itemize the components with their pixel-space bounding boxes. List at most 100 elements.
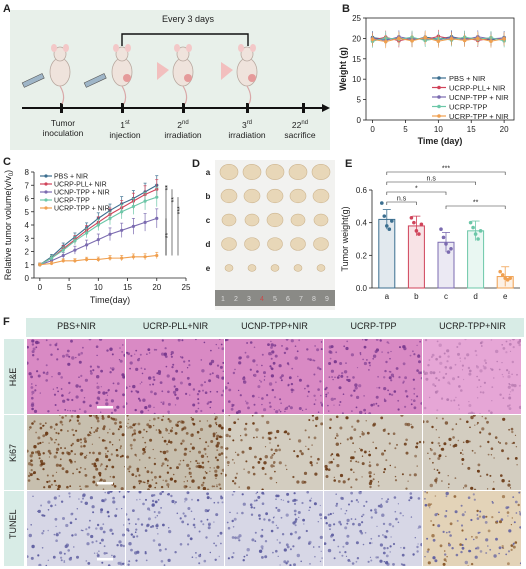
- cell-nucleus: [437, 513, 440, 516]
- cell-nucleus: [488, 409, 491, 412]
- cell-nucleus: [153, 511, 156, 513]
- cell-nucleus: [306, 395, 309, 398]
- cell-nucleus: [438, 355, 442, 359]
- cell-nucleus: [134, 531, 137, 533]
- cell-nucleus: [242, 559, 245, 562]
- cell-nucleus: [476, 365, 479, 369]
- step-line1: Tumor: [50, 118, 76, 128]
- cell-nucleus: [405, 438, 408, 442]
- cell-nucleus: [284, 464, 287, 467]
- cell-nucleus: [183, 360, 186, 363]
- cell-nucleus: [399, 512, 402, 515]
- cell-nucleus: [390, 373, 394, 377]
- cell-nucleus: [220, 472, 223, 475]
- cell-nucleus: [336, 432, 338, 435]
- tumor-specimen: [221, 213, 237, 227]
- cell-nucleus: [511, 442, 514, 445]
- cell-nucleus: [452, 377, 455, 381]
- x-tick-label: 25: [182, 283, 191, 292]
- cell-nucleus: [174, 393, 177, 396]
- cell-nucleus: [466, 353, 470, 357]
- cell-nucleus: [161, 462, 165, 466]
- data-point: [108, 232, 112, 236]
- data-point: [61, 259, 65, 263]
- cell-nucleus: [112, 496, 115, 500]
- data-point: [449, 247, 453, 251]
- cell-nucleus: [204, 471, 206, 473]
- photo-background: [215, 160, 335, 310]
- cell-nucleus: [345, 509, 348, 512]
- cell-nucleus: [55, 463, 59, 467]
- cell-nucleus: [36, 358, 39, 361]
- cell-nucleus: [320, 550, 322, 552]
- cell-nucleus: [351, 410, 353, 412]
- cell-nucleus: [455, 423, 458, 425]
- cell-nucleus: [202, 481, 205, 484]
- cell-nucleus: [249, 368, 252, 371]
- data-point: [489, 39, 493, 44]
- cell-nucleus: [120, 445, 122, 447]
- cell-nucleus: [339, 362, 343, 365]
- cell-nucleus: [200, 483, 204, 487]
- cell-nucleus: [209, 551, 211, 554]
- cell-nucleus: [68, 381, 71, 385]
- cell-nucleus: [152, 383, 155, 386]
- cell-nucleus: [378, 386, 381, 389]
- cell-nucleus: [31, 422, 34, 425]
- cell-nucleus: [110, 453, 113, 456]
- cell-nucleus: [216, 434, 220, 438]
- cell-nucleus: [33, 409, 38, 413]
- cell-nucleus: [443, 558, 447, 562]
- cell-nucleus: [199, 420, 201, 422]
- cell-nucleus: [460, 524, 464, 527]
- cell-nucleus: [149, 419, 151, 422]
- cell-nucleus: [144, 529, 148, 532]
- cell-nucleus: [253, 374, 255, 376]
- cell-nucleus: [448, 437, 452, 441]
- y-tick-label: 10: [352, 75, 361, 84]
- cell-nucleus: [273, 408, 275, 411]
- cell-nucleus: [279, 376, 283, 379]
- cell-nucleus: [261, 528, 264, 531]
- cell-nucleus: [85, 528, 88, 531]
- cell-nucleus: [309, 563, 311, 565]
- cell-nucleus: [126, 402, 128, 405]
- tumor-specimen: [289, 188, 307, 204]
- cell-nucleus: [101, 415, 104, 418]
- cell-nucleus: [364, 412, 366, 414]
- cell-nucleus: [161, 436, 164, 438]
- cell-nucleus: [167, 558, 171, 562]
- cell-nucleus: [335, 351, 338, 354]
- cell-nucleus: [117, 561, 121, 565]
- cell-nucleus: [56, 488, 60, 490]
- cell-nucleus: [216, 485, 218, 488]
- cell-nucleus: [48, 442, 50, 444]
- cell-nucleus: [213, 501, 216, 504]
- cell-nucleus: [363, 345, 367, 349]
- cell-nucleus: [228, 435, 231, 438]
- cell-nucleus: [447, 486, 450, 489]
- cell-nucleus: [92, 475, 96, 479]
- cell-nucleus: [50, 504, 53, 508]
- x-tick-label: 20: [500, 125, 509, 134]
- cell-nucleus: [76, 438, 80, 442]
- cell-nucleus: [164, 457, 168, 461]
- cell-nucleus: [162, 415, 164, 417]
- legend-entry: UCNP-TPP + NIR: [54, 190, 110, 197]
- cell-nucleus: [458, 385, 461, 388]
- cell-nucleus: [200, 409, 203, 413]
- cell-nucleus: [268, 382, 273, 386]
- cell-nucleus: [151, 503, 155, 507]
- cell-nucleus: [33, 445, 37, 449]
- cell-nucleus: [78, 422, 81, 425]
- cell-nucleus: [157, 499, 160, 501]
- cell-nucleus: [135, 559, 138, 562]
- cell-nucleus: [487, 545, 489, 547]
- cell-nucleus: [273, 452, 276, 455]
- cell-nucleus: [335, 504, 338, 507]
- cell-nucleus: [100, 463, 103, 466]
- cell-nucleus: [281, 374, 284, 377]
- cell-nucleus: [353, 428, 357, 431]
- cell-nucleus: [518, 511, 521, 513]
- cell-nucleus: [116, 544, 119, 547]
